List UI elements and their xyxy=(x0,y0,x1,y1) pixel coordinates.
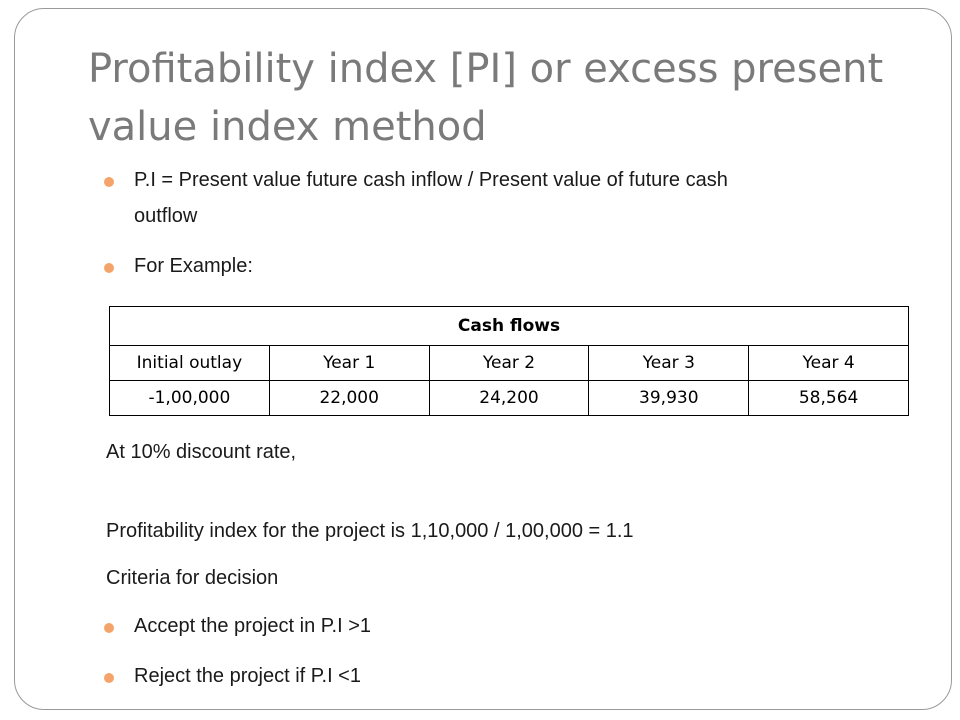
bullet-dot-icon xyxy=(104,673,114,683)
header-cell: Initial outlay xyxy=(109,345,270,381)
table-caption: Cash flows xyxy=(109,306,909,346)
table-row: -1,00,000 22,000 24,200 39,930 58,564 xyxy=(109,380,909,416)
cash-flows-table: Cash flows Initial outlay Year 1 Year 2 … xyxy=(109,306,909,416)
value-cell: 58,564 xyxy=(748,380,909,416)
bullet-dot-icon xyxy=(104,263,114,273)
example-label: For Example: xyxy=(134,255,253,277)
bullet-dot-icon xyxy=(104,623,114,633)
header-cell: Year 1 xyxy=(268,345,430,381)
slide-frame xyxy=(14,8,952,710)
slide-title: Profitability index [PI] or excess prese… xyxy=(88,46,884,150)
reject-text: Reject the project if P.I <1 xyxy=(134,665,361,687)
value-cell: 22,000 xyxy=(268,380,430,416)
bullet-dot-icon xyxy=(104,177,114,187)
formula-line-2: outflow xyxy=(134,205,198,227)
header-cell: Year 2 xyxy=(428,345,590,381)
value-cell: 39,930 xyxy=(588,380,750,416)
criteria-heading: Criteria for decision xyxy=(106,567,279,589)
value-cell: -1,00,000 xyxy=(109,380,270,416)
formula-line-1: P.I = Present value future cash inflow /… xyxy=(134,169,728,191)
header-cell: Year 4 xyxy=(748,345,909,381)
table-header-row: Initial outlay Year 1 Year 2 Year 3 Year… xyxy=(109,345,909,381)
discount-rate-text: At 10% discount rate, xyxy=(106,441,297,463)
header-cell: Year 3 xyxy=(588,345,750,381)
profitability-index-text: Profitability index for the project is 1… xyxy=(106,520,634,542)
value-cell: 24,200 xyxy=(428,380,590,416)
accept-text: Accept the project in P.I >1 xyxy=(134,615,372,637)
